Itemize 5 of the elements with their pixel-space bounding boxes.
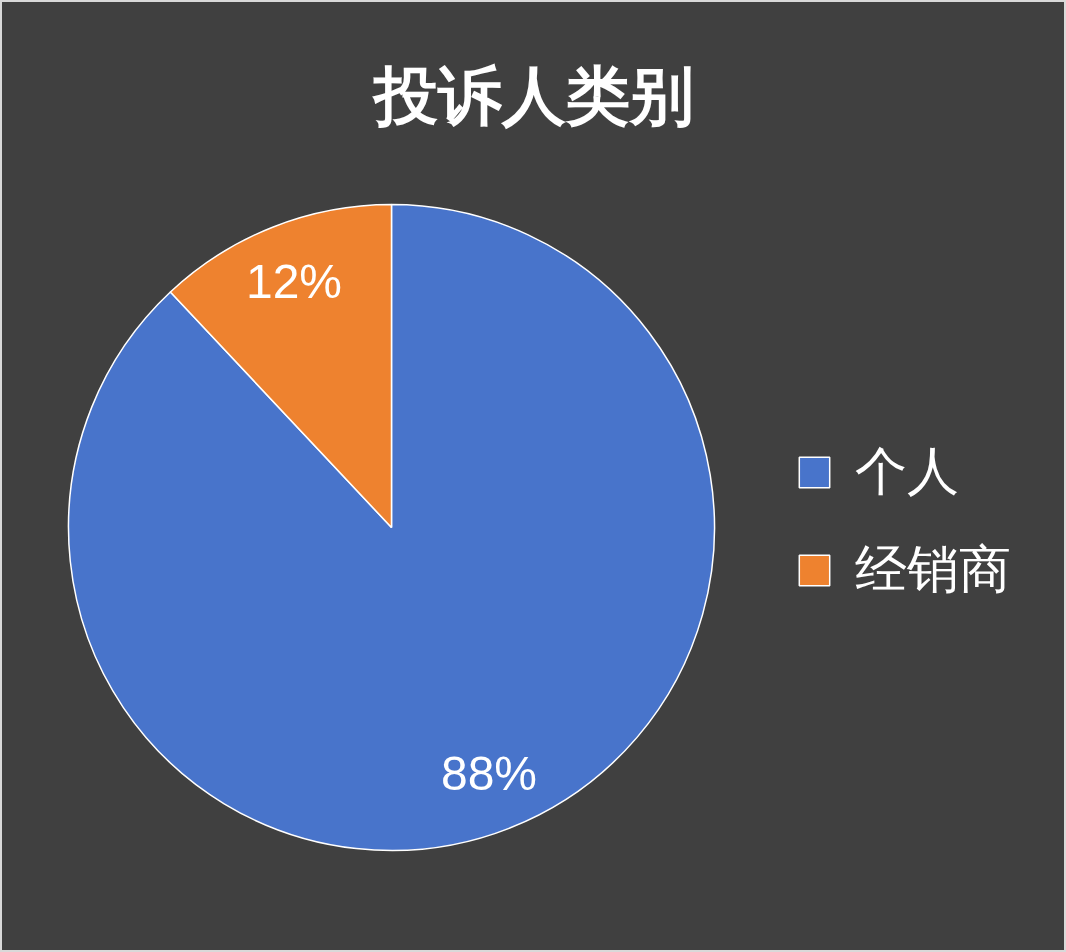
data-label: 88% bbox=[440, 747, 538, 801]
chart-title: 投诉人类别 bbox=[371, 59, 694, 132]
legend-label: 经销商 bbox=[855, 539, 1011, 600]
data-label: 12% bbox=[245, 254, 343, 308]
legend-label: 个人 bbox=[855, 441, 959, 502]
